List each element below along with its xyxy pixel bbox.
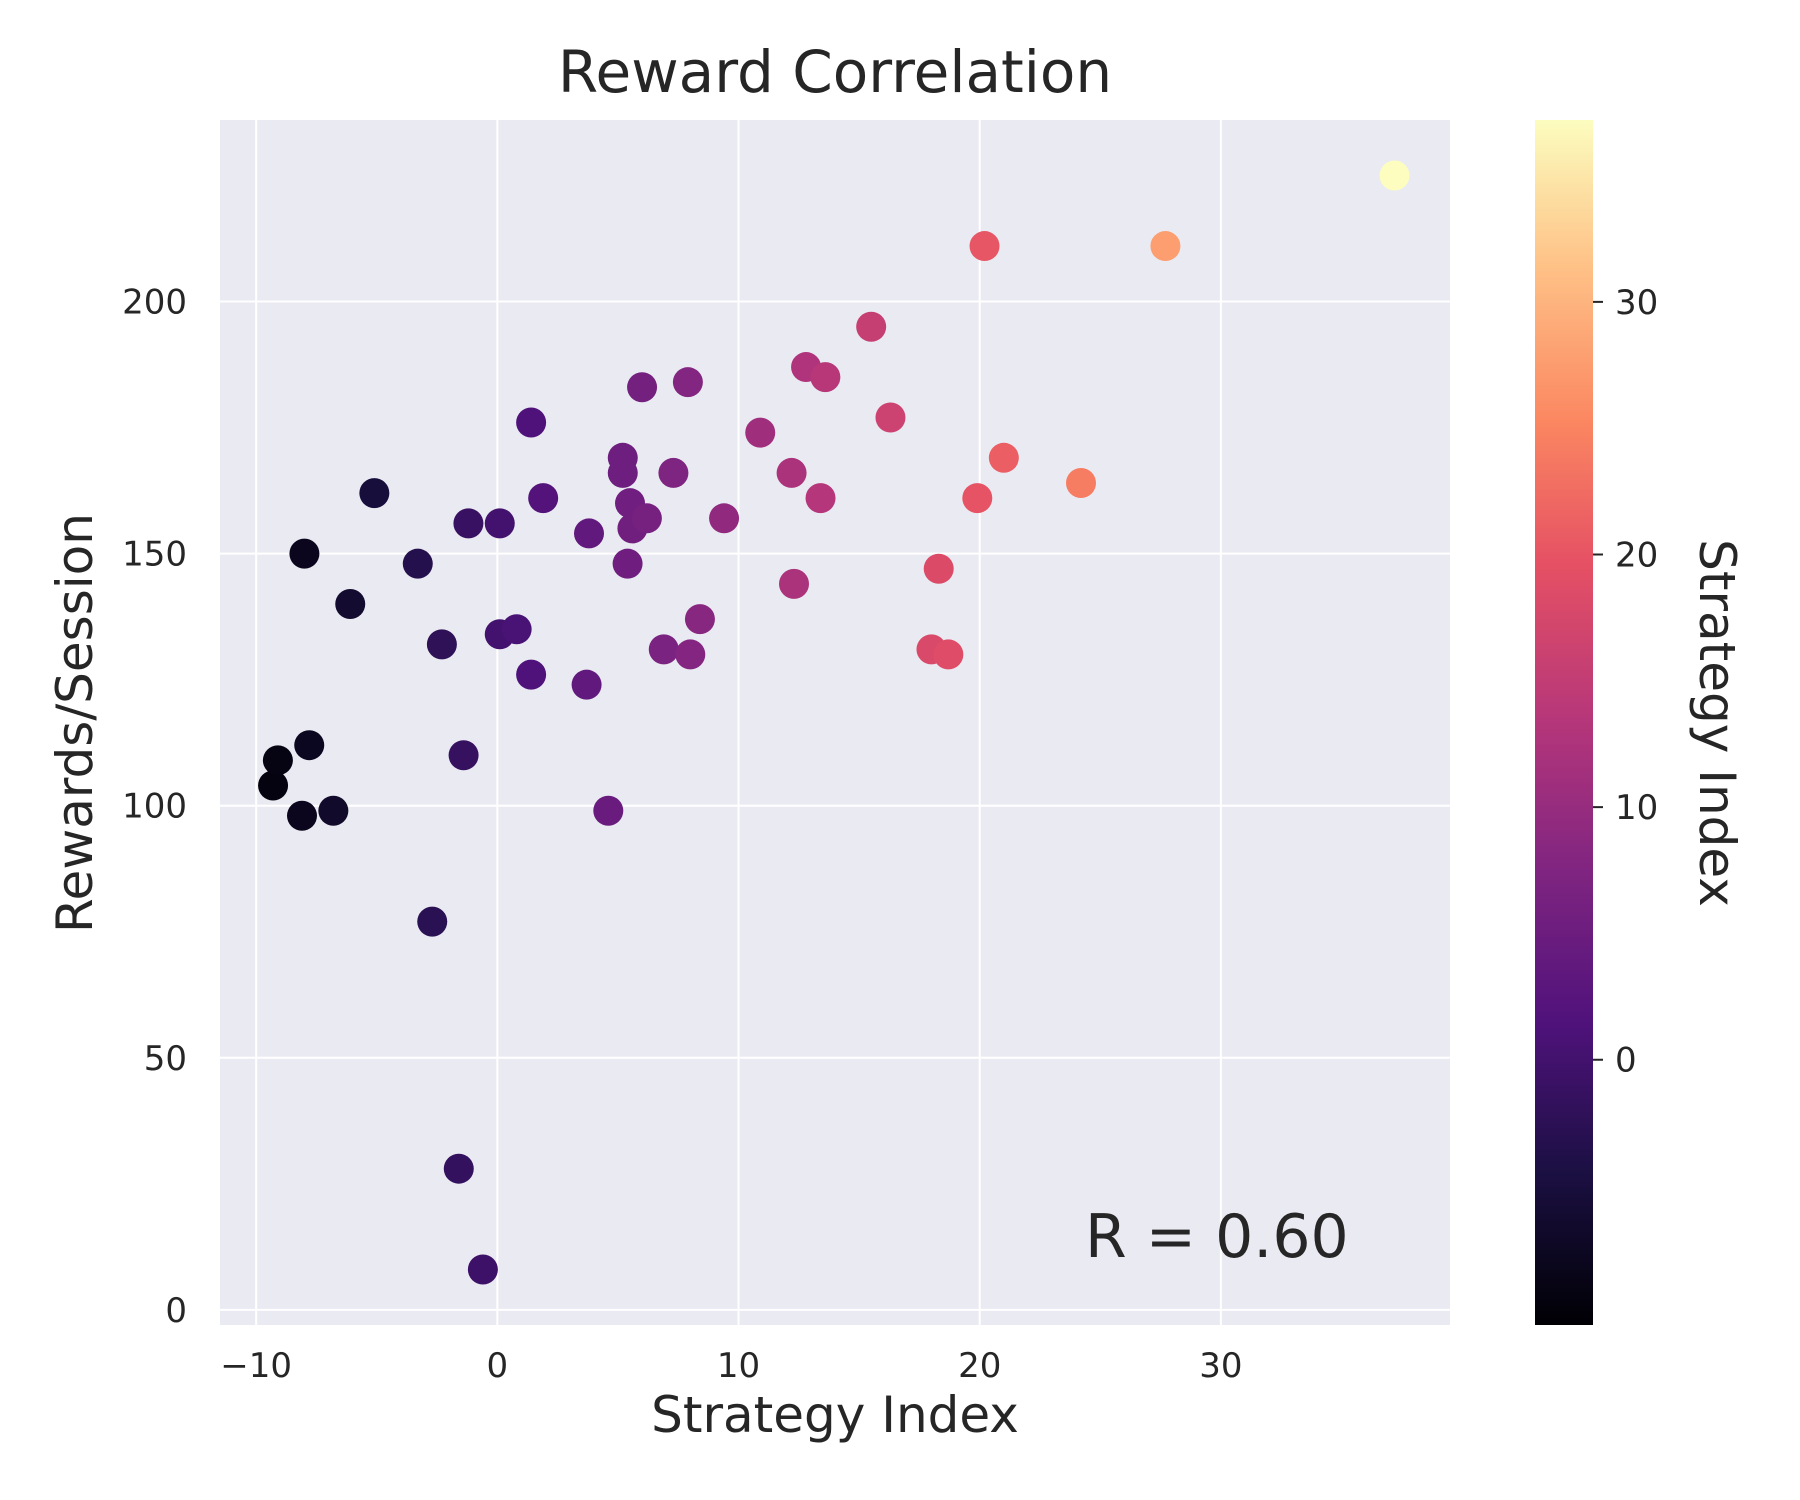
- scatter-point: [709, 503, 740, 534]
- x-axis-label: Strategy Index: [651, 1386, 1019, 1444]
- scatter-point: [571, 669, 602, 700]
- colorbar-tick-label: 20: [1615, 536, 1658, 576]
- y-axis-ticks: 0 50 100 150 200: [122, 283, 187, 1331]
- scatter-point: [262, 745, 293, 776]
- scatter-point: [335, 589, 366, 620]
- scatter-point: [453, 508, 484, 539]
- colorbar-tick-label: 0: [1615, 1041, 1637, 1081]
- scatter-point: [1066, 468, 1096, 499]
- scatter-point: [402, 548, 433, 579]
- scatter-point: [658, 457, 689, 488]
- scatter-points: [258, 160, 1410, 1285]
- scatter-point: [287, 800, 317, 831]
- y-tick-label: 50: [144, 1039, 187, 1079]
- correlation-annotation: R = 0.60: [1085, 1202, 1349, 1272]
- scatter-point: [318, 795, 349, 826]
- scatter-point: [675, 639, 706, 670]
- scatter-point: [875, 402, 906, 433]
- scatter-point: [359, 478, 390, 509]
- scatter-point: [776, 457, 807, 488]
- y-tick-label: 0: [165, 1291, 187, 1331]
- scatter-point: [501, 614, 532, 645]
- scatter-point: [607, 457, 638, 488]
- scatter-point: [631, 503, 662, 534]
- scatter-point: [933, 639, 964, 670]
- y-tick-label: 150: [122, 535, 187, 575]
- chart-title: Reward Correlation: [558, 38, 1112, 106]
- colorbar-label: Strategy Index: [1688, 539, 1746, 907]
- x-tick-label: 10: [717, 1346, 760, 1386]
- x-tick-label: 0: [487, 1346, 509, 1386]
- x-tick-label: −10: [220, 1346, 292, 1386]
- scatter-point: [294, 730, 325, 761]
- x-axis-ticks: −10 0 10 20 30: [220, 1346, 1242, 1386]
- y-tick-label: 200: [122, 283, 187, 323]
- scatter-point: [672, 367, 703, 398]
- scatter-point: [779, 568, 809, 599]
- scatter-point: [627, 372, 658, 403]
- scatter-point: [426, 629, 457, 660]
- scatter-point: [258, 770, 289, 801]
- scatter-point: [969, 231, 1000, 262]
- scatter-point: [1150, 231, 1181, 262]
- scatter-point: [593, 795, 624, 826]
- colorbar-ticks: 0 10 20 30: [1593, 283, 1658, 1081]
- scatter-point: [612, 548, 643, 579]
- scatter-point: [289, 538, 320, 569]
- scatter-point: [923, 553, 954, 584]
- scatter-point: [443, 1153, 474, 1184]
- scatter-point: [856, 311, 887, 342]
- scatter-point: [684, 604, 715, 635]
- y-tick-label: 100: [122, 787, 187, 827]
- scatter-point: [745, 417, 776, 448]
- scatter-point: [448, 740, 479, 771]
- scatter-point: [484, 508, 515, 539]
- scatter-point: [1379, 160, 1410, 191]
- scatter-point: [810, 362, 841, 393]
- scatter-point: [962, 483, 993, 514]
- y-axis-label: Rewards/Session: [46, 513, 104, 933]
- scatter-point: [516, 407, 547, 438]
- colorbar-tick-label: 10: [1615, 788, 1658, 828]
- scatter-point: [467, 1254, 498, 1285]
- x-tick-label: 20: [958, 1346, 1001, 1386]
- scatter-point: [574, 518, 604, 549]
- colorbar-tick-label: 30: [1615, 283, 1658, 323]
- colorbar: [1535, 120, 1593, 1325]
- scatter-point: [528, 483, 559, 514]
- scatter-point: [805, 483, 836, 514]
- scatter-point: [988, 442, 1019, 473]
- x-tick-label: 30: [1199, 1346, 1242, 1386]
- scatter-point: [417, 906, 448, 937]
- scatter-point: [648, 634, 679, 665]
- scatter-point: [516, 659, 547, 690]
- plot-area: [220, 120, 1450, 1325]
